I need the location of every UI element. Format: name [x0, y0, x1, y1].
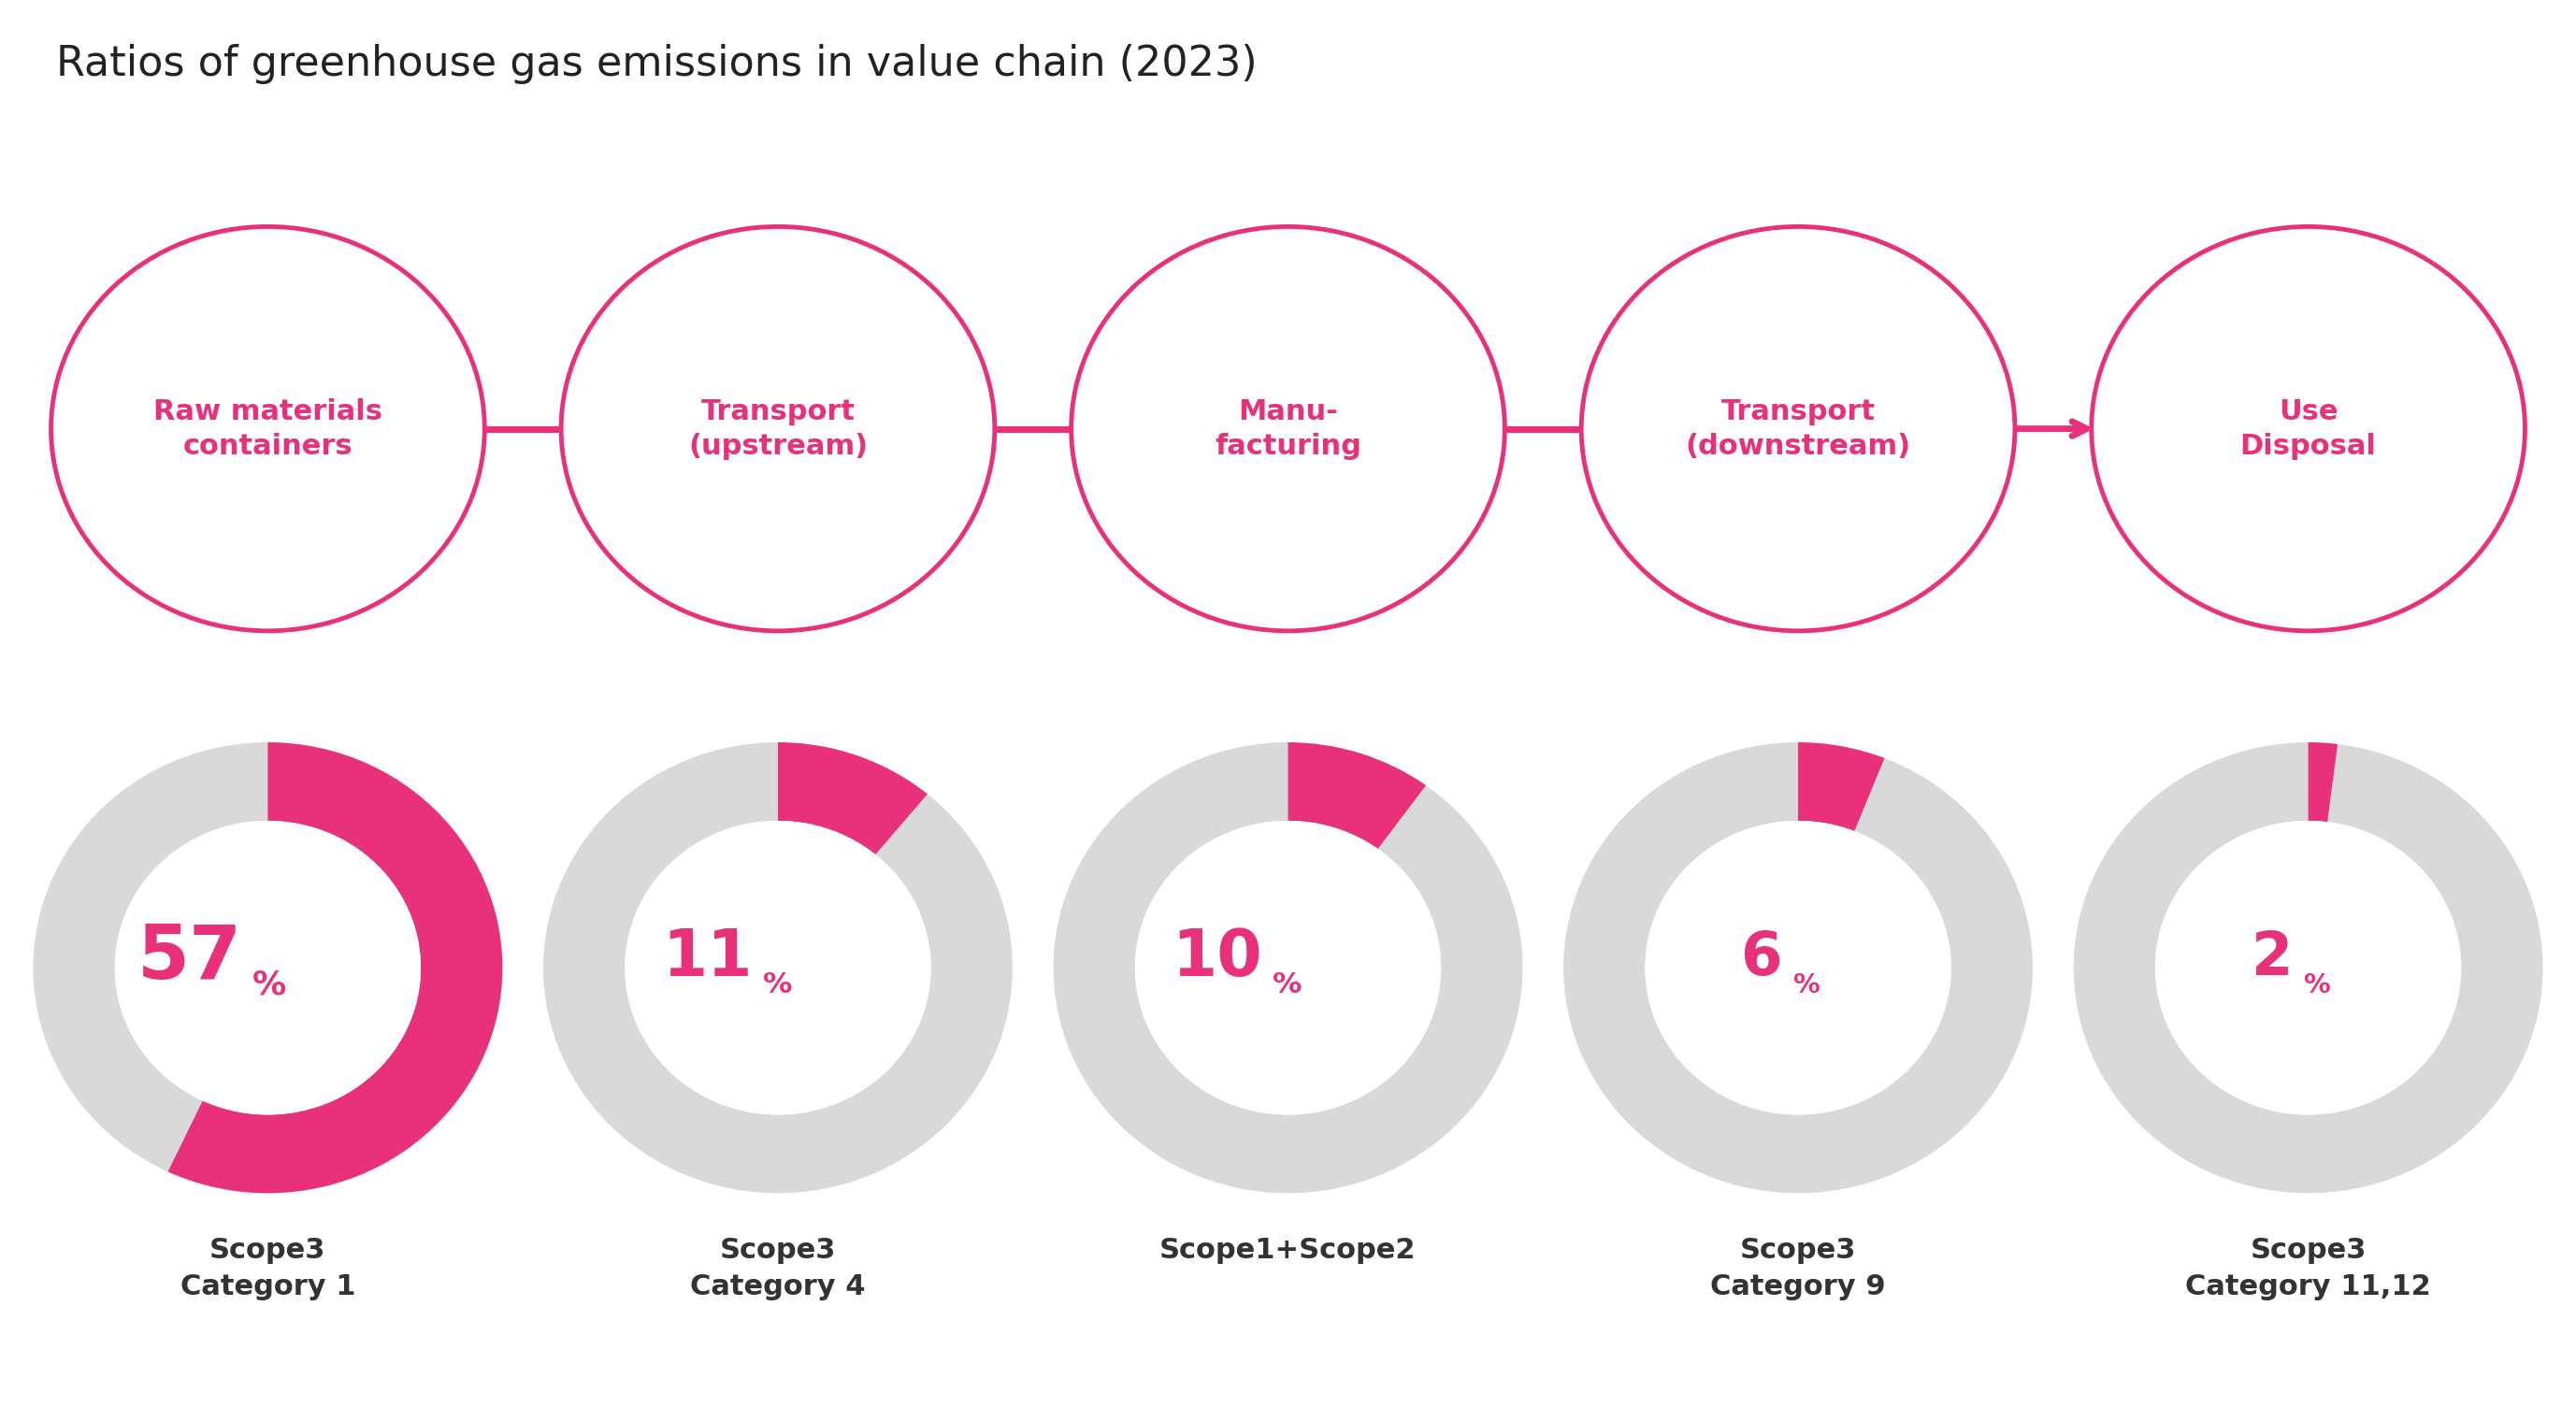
Wedge shape: [1564, 742, 2032, 1194]
Text: 6: 6: [1741, 929, 1783, 988]
Text: Scope3
Category 9: Scope3 Category 9: [1710, 1238, 1886, 1300]
Text: Transport
(upstream): Transport (upstream): [688, 398, 868, 459]
Ellipse shape: [562, 226, 994, 631]
Wedge shape: [778, 742, 927, 854]
Ellipse shape: [1072, 226, 1504, 631]
Wedge shape: [1054, 742, 1522, 1194]
Wedge shape: [544, 742, 1012, 1194]
Wedge shape: [167, 742, 502, 1194]
Wedge shape: [2074, 742, 2543, 1194]
Text: 2: 2: [2251, 929, 2293, 988]
Wedge shape: [1798, 742, 1886, 831]
Circle shape: [2156, 821, 2460, 1114]
Text: Scope3
Category 4: Scope3 Category 4: [690, 1238, 866, 1300]
Text: 10: 10: [1172, 926, 1262, 989]
Text: %: %: [1273, 972, 1301, 999]
Text: Ratios of greenhouse gas emissions in value chain (2023): Ratios of greenhouse gas emissions in va…: [57, 44, 1257, 84]
Ellipse shape: [1582, 226, 2014, 631]
Text: Scope3
Category 11,12: Scope3 Category 11,12: [2184, 1238, 2432, 1300]
Wedge shape: [2308, 742, 2336, 821]
Circle shape: [626, 821, 930, 1114]
Text: 11: 11: [662, 926, 752, 989]
Ellipse shape: [52, 226, 484, 631]
Text: Scope3
Category 1: Scope3 Category 1: [180, 1238, 355, 1300]
Text: Raw materials
containers: Raw materials containers: [152, 398, 381, 459]
Wedge shape: [33, 742, 502, 1194]
Circle shape: [1136, 821, 1440, 1114]
Wedge shape: [1288, 742, 1427, 848]
Text: Scope1+Scope2: Scope1+Scope2: [1159, 1238, 1417, 1265]
Text: %: %: [252, 969, 286, 1000]
Text: Transport
(downstream): Transport (downstream): [1685, 398, 1911, 459]
Ellipse shape: [2092, 226, 2524, 631]
Text: %: %: [762, 972, 791, 999]
Text: Use
Disposal: Use Disposal: [2241, 398, 2378, 459]
Circle shape: [116, 821, 420, 1114]
Text: %: %: [1793, 972, 1819, 998]
Text: Manu-
facturing: Manu- facturing: [1216, 398, 1360, 459]
Text: 57: 57: [137, 921, 242, 995]
Text: %: %: [2303, 972, 2329, 998]
Circle shape: [1646, 821, 1950, 1114]
